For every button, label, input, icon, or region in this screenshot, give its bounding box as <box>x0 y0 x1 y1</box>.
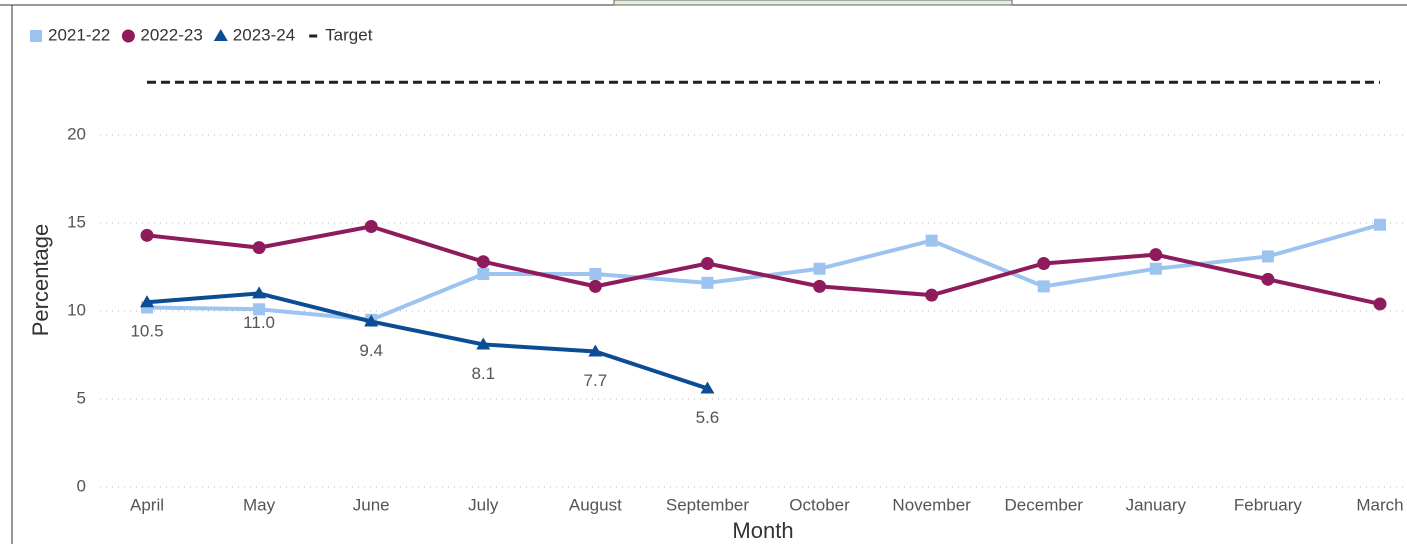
x-tick-label: December <box>1005 495 1084 514</box>
marker <box>1373 297 1387 311</box>
y-axis-title: Percentage <box>28 224 53 337</box>
legend-label: 2021-22 <box>48 25 110 44</box>
x-tick-label: June <box>353 495 390 514</box>
marker <box>476 255 490 269</box>
marker <box>700 256 714 270</box>
y-tick-label: 20 <box>67 124 86 143</box>
x-tick-label: November <box>892 495 971 514</box>
marker <box>1149 262 1162 275</box>
marker <box>925 234 938 247</box>
x-tick-label: July <box>468 495 499 514</box>
legend-label: Target <box>325 25 373 44</box>
data-label: 11.0 <box>243 313 275 332</box>
series-line <box>146 291 709 391</box>
x-tick-label: January <box>1126 495 1187 514</box>
marker <box>589 268 602 281</box>
marker <box>1037 256 1051 270</box>
legend-label: 2023-24 <box>233 25 295 44</box>
marker <box>813 262 826 275</box>
marker <box>1261 250 1274 263</box>
top-panel <box>613 0 1013 6</box>
marker <box>588 344 603 357</box>
marker <box>140 295 154 308</box>
marker <box>140 228 154 242</box>
data-label: 5.6 <box>696 408 720 427</box>
marker <box>1374 218 1386 231</box>
x-tick-label: March <box>1356 495 1403 514</box>
y-tick-label: 15 <box>67 212 86 231</box>
legend-label: 2022-23 <box>140 25 202 44</box>
data-label: 10.5 <box>130 322 163 341</box>
legend-marker <box>121 29 135 43</box>
legend-marker <box>213 29 228 41</box>
marker <box>476 337 491 350</box>
y-tick-label: 5 <box>77 388 86 407</box>
x-tick-label: August <box>569 495 622 514</box>
marker <box>813 279 827 293</box>
marker <box>1261 272 1275 286</box>
legend-marker <box>30 30 42 42</box>
marker <box>1149 248 1163 262</box>
marker <box>700 381 715 394</box>
y-tick-label: 0 <box>77 476 86 495</box>
data-label: 9.4 <box>359 341 383 360</box>
x-axis-title: Month <box>732 518 793 543</box>
series-line <box>146 224 1381 306</box>
y-tick-label: 10 <box>67 300 86 319</box>
x-tick-label: October <box>789 495 850 514</box>
marker <box>364 314 379 327</box>
data-label: 7.7 <box>584 371 608 390</box>
x-tick-label: February <box>1234 495 1303 514</box>
marker <box>253 303 266 316</box>
marker <box>252 241 266 255</box>
marker <box>252 286 267 299</box>
marker <box>588 279 602 293</box>
marker <box>1037 280 1050 293</box>
marker <box>925 288 939 302</box>
data-label: 8.1 <box>471 364 495 383</box>
marker <box>364 220 378 234</box>
marker <box>701 276 714 289</box>
x-tick-label: May <box>243 495 276 514</box>
x-tick-label: April <box>130 495 164 514</box>
marker <box>477 268 490 281</box>
x-tick-label: September <box>666 495 749 514</box>
